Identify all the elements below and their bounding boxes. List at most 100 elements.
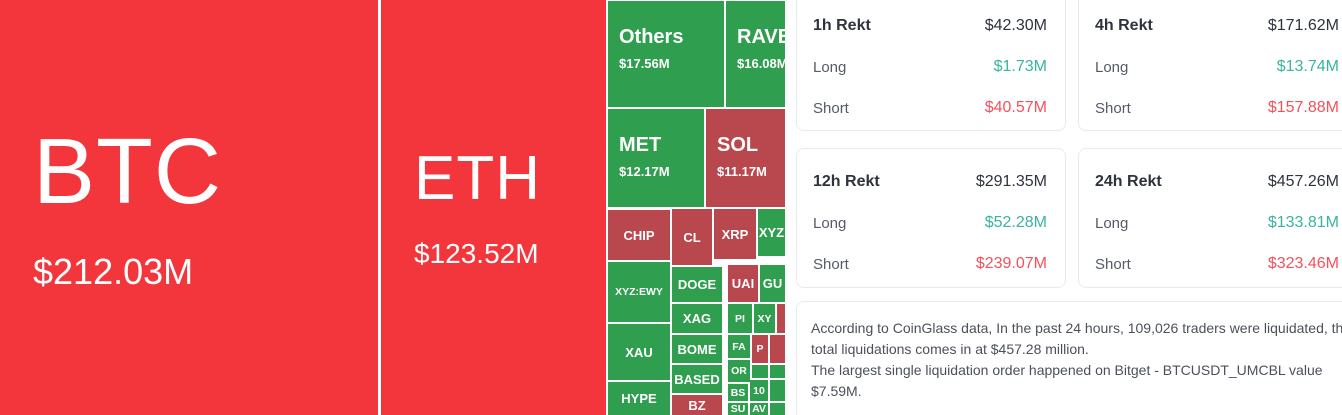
summary-line-1: According to CoinGlass data, In the past…: [811, 320, 1342, 357]
treemap-cell-av[interactable]: AV: [750, 403, 768, 415]
treemap-cell-value: $17.56M: [619, 56, 670, 71]
long-label: Long: [813, 214, 847, 232]
treemap-cell-label: PI: [735, 312, 745, 325]
treemap-cell-bs[interactable]: BS: [728, 384, 748, 401]
rekt-card-4h: 4h Rekt $171.62M Long $13.74M Short $157…: [1078, 0, 1342, 131]
short-value: $40.57M: [984, 99, 1047, 116]
treemap-cell-value: $12.17M: [619, 164, 670, 179]
treemap-cell-pi[interactable]: PI: [728, 304, 752, 333]
treemap-cell-label: CHIP: [623, 227, 655, 243]
treemap-cell-label: BZ: [688, 397, 706, 413]
treemap-cell-label: BS: [730, 386, 746, 399]
treemap-cell-value: $212.03M: [33, 251, 194, 292]
treemap-cell-or[interactable]: OR: [728, 360, 750, 382]
treemap-cell-label: CL: [683, 229, 701, 245]
treemap-cell-p[interactable]: P: [752, 335, 768, 363]
treemap-cell-met[interactable]: MET $12.17M: [608, 109, 704, 207]
summary-card: According to CoinGlass data, In the past…: [796, 301, 1342, 415]
treemap-cell-doge[interactable]: DOGE: [672, 267, 722, 302]
treemap-cell-blank[interactable]: [777, 304, 785, 333]
liquidation-treemap: BTC $212.03M ETH $123.52M Others $17.56M RAVE $…: [0, 0, 785, 415]
treemap-cell-label: Others: [619, 26, 684, 48]
treemap-cell-uai[interactable]: UAI: [728, 265, 758, 302]
treemap-cell-blank[interactable]: [770, 335, 785, 363]
treemap-cell-label: GU: [762, 276, 783, 291]
treemap-cell-blank[interactable]: [770, 365, 785, 378]
long-label: Long: [1095, 58, 1129, 76]
short-value: $239.07M: [975, 255, 1047, 272]
short-label: Short: [1095, 255, 1131, 273]
treemap-cell-btc[interactable]: BTC $212.03M: [0, 0, 378, 415]
treemap-cell-label: HYPE: [621, 391, 657, 406]
treemap-cell-label: BASED: [674, 371, 720, 387]
short-row: Short $40.57M: [813, 89, 1047, 127]
treemap-cell-label: BOME: [677, 341, 717, 357]
treemap-cell-xyz-ewy[interactable]: XYZ:EWY: [608, 262, 670, 322]
treemap-cell-based[interactable]: BASED: [672, 365, 722, 393]
long-label: Long: [813, 58, 847, 76]
treemap-cell-bome[interactable]: BOME: [672, 335, 722, 363]
treemap-cell-su[interactable]: SU: [728, 403, 748, 415]
treemap-cell-label: ETH: [414, 143, 541, 213]
long-row: Long $1.73M: [813, 48, 1047, 86]
treemap-cell-label: SOL: [717, 134, 759, 156]
short-row: Short $323.46M: [1095, 245, 1339, 283]
rekt-card-1h: 1h Rekt $42.30M Long $1.73M Short $40.57…: [796, 0, 1066, 131]
treemap-cell-blank[interactable]: [752, 365, 768, 378]
treemap-cell-blank[interactable]: [770, 380, 785, 401]
treemap-cell-eth[interactable]: ETH $123.52M: [381, 0, 606, 415]
rekt-card-12h: 12h Rekt $291.35M Long $52.28M Short $23…: [796, 148, 1066, 288]
treemap-cell-value: $11.17M: [717, 164, 767, 179]
card-header-row: 24h Rekt $457.26M: [1095, 163, 1339, 201]
treemap-cell-label: RAVE: [737, 26, 785, 48]
treemap-cell-xau[interactable]: XAU: [608, 324, 670, 380]
short-row: Short $239.07M: [813, 245, 1047, 283]
treemap-cell-xag[interactable]: XAG: [672, 304, 722, 333]
treemap-cell-label: FA: [732, 340, 746, 353]
card-header-row: 4h Rekt $171.62M: [1095, 7, 1339, 45]
treemap-cell-label: XAG: [682, 311, 712, 326]
card-total-value: $291.35M: [975, 173, 1047, 190]
treemap-cell-gu[interactable]: GU: [760, 265, 785, 302]
treemap-cell-sol[interactable]: SOL $11.17M: [706, 109, 785, 207]
long-value: $13.74M: [1276, 58, 1339, 75]
treemap-cell-cl[interactable]: CL: [672, 209, 712, 265]
long-row: Long $133.81M: [1095, 204, 1339, 242]
treemap-cell-label: P: [756, 343, 764, 355]
treemap-cell-label: XAU: [625, 344, 653, 360]
treemap-cell-blank[interactable]: [770, 403, 785, 415]
treemap-cell-xyz[interactable]: XYZ: [758, 209, 785, 256]
card-total-value: $457.26M: [1267, 173, 1339, 190]
treemap-cell-bz[interactable]: BZ: [672, 395, 722, 415]
treemap-cell-label: XRP: [721, 226, 749, 242]
card-total-value: $171.62M: [1267, 17, 1339, 34]
treemap-cell-rave[interactable]: RAVE $16.08M: [726, 1, 785, 107]
treemap-cell-chip[interactable]: CHIP: [608, 210, 670, 260]
card-total-value: $42.30M: [984, 17, 1047, 34]
treemap-cell-label: BTC: [33, 119, 222, 223]
treemap-cell-hype[interactable]: HYPE: [608, 382, 670, 415]
treemap-cell-label: MET: [619, 134, 662, 156]
treemap-cell-label: XY: [757, 312, 772, 325]
treemap-cell-label: DOGE: [677, 277, 717, 292]
treemap-cell-label: 10: [753, 384, 765, 397]
long-label: Long: [1095, 214, 1129, 232]
treemap-cell-xy[interactable]: XY: [754, 304, 775, 333]
treemap-cell-value: $123.52M: [414, 237, 539, 269]
short-value: $157.88M: [1267, 99, 1339, 116]
long-value: $133.81M: [1267, 214, 1339, 231]
short-label: Short: [1095, 99, 1131, 117]
card-title: 24h Rekt: [1095, 173, 1162, 190]
treemap-cell-10[interactable]: 10: [750, 380, 768, 401]
treemap-cell-label: XYZ: [758, 225, 785, 240]
treemap-cell-fa[interactable]: FA: [728, 335, 750, 358]
treemap-cell-label: OR: [731, 365, 747, 377]
treemap-cell-others[interactable]: Others $17.56M: [608, 1, 724, 107]
long-row: Long $13.74M: [1095, 48, 1339, 86]
treemap-cell-xrp[interactable]: XRP: [714, 209, 756, 259]
short-label: Short: [813, 99, 849, 117]
short-row: Short $157.88M: [1095, 89, 1339, 127]
treemap-cell-label: SU: [730, 403, 746, 415]
treemap-cell-label: UAI: [731, 276, 755, 291]
